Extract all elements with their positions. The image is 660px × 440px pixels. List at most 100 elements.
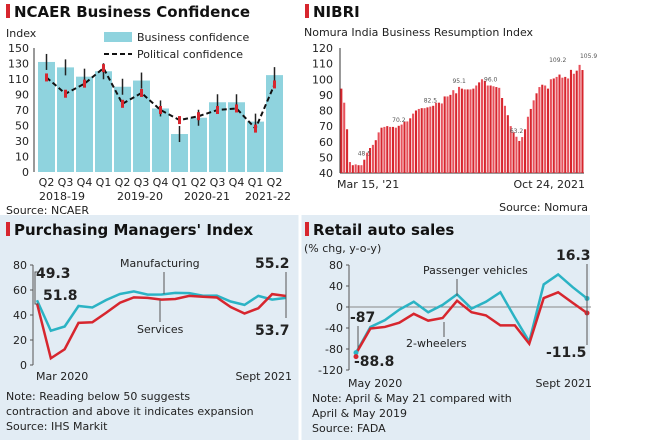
bar-nibri — [380, 127, 383, 173]
bar-nibri — [369, 148, 372, 173]
data-label: 49.3 — [36, 266, 71, 282]
legend-bar-swatch — [104, 32, 132, 42]
chart2-title: NIBRI — [313, 3, 360, 21]
bar-business-confidence — [152, 108, 169, 172]
bar-business-confidence — [209, 102, 226, 172]
series-label: 2-wheelers — [406, 337, 467, 350]
y-tick-label: -40 — [325, 322, 343, 335]
y-tick-label: -80 — [325, 343, 343, 356]
chart3-note-2: contraction and above it indicates expan… — [6, 405, 254, 418]
bar-nibri — [546, 88, 550, 173]
y-tick-label: 50 — [319, 151, 333, 164]
bar-nibri — [403, 121, 406, 173]
bar-nibri — [480, 79, 484, 173]
bar-nibri — [360, 165, 363, 173]
bar-nibri — [475, 85, 478, 173]
bar-nibri — [432, 105, 435, 173]
bar-nibri — [394, 127, 397, 173]
bar-business-confidence — [247, 121, 264, 172]
bar-nibri — [503, 105, 506, 173]
bar-nibri — [463, 89, 466, 173]
bar-nibri — [521, 137, 524, 173]
bar-nibri — [446, 96, 449, 173]
bar-nibri — [572, 73, 575, 173]
leader-line — [34, 271, 38, 305]
bar-nibri — [412, 113, 415, 173]
y-tick-label: -120 — [318, 364, 343, 377]
y-tick-label: 120 — [312, 42, 333, 55]
data-label: 55.2 — [255, 256, 290, 272]
bar-nibri — [420, 108, 423, 173]
data-label: 63.2 — [510, 128, 524, 135]
bar-nibri — [558, 74, 561, 173]
y-tick-label: 0 — [22, 166, 29, 179]
bar-business-confidence — [76, 76, 93, 172]
marker-political — [102, 64, 105, 73]
bar-nibri — [429, 106, 432, 173]
chart4-note-1: Note: April & May 21 compared with — [312, 392, 512, 405]
marker-political — [197, 112, 200, 121]
bar-nibri — [455, 93, 458, 173]
y-tick-label: 0 — [20, 359, 27, 372]
line-passenger-vehicles — [354, 272, 588, 354]
y-tick-label: 80 — [319, 105, 333, 118]
y-tick-label: 70 — [15, 104, 29, 117]
bar-nibri — [383, 126, 386, 173]
bar-nibri — [366, 152, 369, 173]
y-tick-label: 90 — [319, 89, 333, 102]
bar-nibri — [391, 126, 395, 173]
chart1-title: NCAER Business Confidence — [14, 3, 250, 21]
bar-business-confidence — [190, 117, 207, 172]
bar-business-confidence — [95, 71, 112, 172]
y-tick-label: 110 — [312, 58, 333, 71]
y-tick-label: 110 — [8, 73, 29, 86]
bar-business-confidence — [114, 86, 131, 172]
marker-political — [216, 106, 219, 114]
x-tick-label: Sept 2021 — [235, 370, 292, 383]
bar-nibri — [518, 140, 521, 173]
bar-nibri — [578, 64, 581, 173]
y-tick-label: 100 — [312, 73, 333, 86]
bar-nibri — [515, 136, 518, 173]
title-marker — [6, 4, 10, 18]
chart2-source: Source: Nomura — [499, 201, 588, 214]
x-tick-label: Q2 — [267, 176, 283, 189]
chart3-source: Source: IHS Markit — [6, 420, 108, 433]
x-tick-label: Sept 2021 — [535, 377, 592, 390]
data-label: 105.9 — [580, 53, 597, 60]
line-services — [35, 292, 287, 361]
x-tick-label: Q1 — [172, 176, 188, 189]
y-tick-label: 70 — [319, 120, 333, 133]
chart4-plot: -120 -80 -40 0 40 80 May 2020 Sept 2021 -87 -88.8… — [318, 248, 592, 390]
bar-business-confidence — [266, 75, 283, 172]
bar-nibri — [552, 78, 555, 173]
bar-nibri — [509, 126, 512, 173]
data-label: 96.0 — [484, 77, 498, 84]
bar-business-confidence — [133, 80, 150, 172]
bar-nibri — [529, 108, 532, 173]
bar-nibri — [489, 85, 492, 173]
chart4-ylabel: (% chg, y-o-y) — [304, 242, 381, 255]
bar-nibri — [414, 110, 418, 173]
bar-nibri — [501, 98, 504, 173]
bar-nibri — [575, 70, 578, 173]
bar-nibri — [357, 165, 360, 173]
point-marker — [353, 350, 359, 356]
bar-nibri — [437, 102, 440, 173]
bar-nibri — [371, 144, 374, 173]
bar-nibri — [561, 77, 564, 173]
series-label: Manufacturing — [120, 257, 200, 270]
bar-nibri — [569, 69, 573, 173]
y-tick-label: 50 — [15, 120, 29, 133]
bar-nibri — [506, 115, 509, 173]
title-marker — [305, 222, 309, 236]
title-marker — [6, 222, 10, 236]
bar-nibri — [492, 86, 495, 173]
bar-nibri — [532, 100, 535, 173]
chart3-title: Purchasing Managers' Index — [14, 221, 254, 239]
chart1-ylabel: Index — [6, 27, 37, 40]
marker-political — [273, 80, 276, 89]
x-tick-label: Q3 — [134, 176, 150, 189]
x-tick-label: Oct 24, 2021 — [514, 178, 586, 191]
